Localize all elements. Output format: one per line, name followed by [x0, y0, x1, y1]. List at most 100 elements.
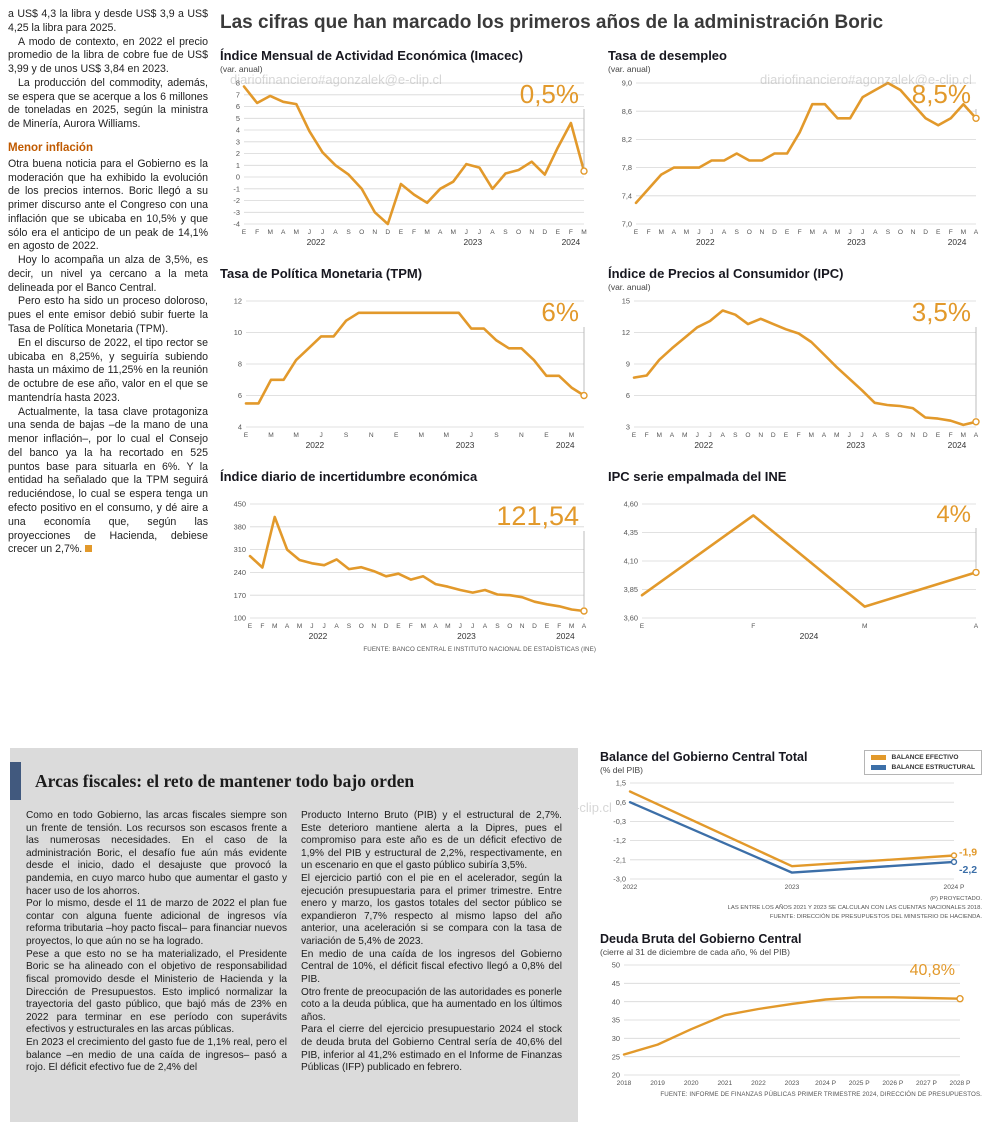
svg-text:M: M: [444, 432, 450, 439]
svg-text:S: S: [346, 229, 351, 236]
svg-text:E: E: [545, 623, 550, 630]
svg-text:J: J: [478, 229, 481, 236]
svg-text:J: J: [848, 432, 851, 439]
ipc-empalmada-line-chart: 4,60 4,35 4,10 3,85 3,60E F M A 2024 4%: [624, 500, 980, 641]
svg-text:-0,3: -0,3: [613, 817, 626, 826]
svg-text:0,6: 0,6: [616, 798, 626, 807]
svg-text:M: M: [268, 432, 274, 439]
legend-item-efectivo: BALANCE EFECTIVO: [871, 754, 975, 761]
svg-text:7,4: 7,4: [622, 191, 632, 200]
page-title: Las cifras que han marcado los primeros …: [220, 12, 884, 33]
svg-text:A: A: [285, 623, 290, 630]
svg-text:E: E: [784, 432, 789, 439]
svg-text:M: M: [569, 623, 575, 630]
top-section: a US$ 4,3 la libra y desde US$ 3,9 a US$…: [8, 8, 980, 653]
svg-text:M: M: [419, 432, 425, 439]
svg-text:S: S: [885, 432, 890, 439]
svg-text:M: M: [682, 432, 688, 439]
svg-text:A: A: [490, 229, 495, 236]
svg-text:J: J: [310, 623, 313, 630]
svg-text:N: N: [910, 432, 915, 439]
svg-text:O: O: [897, 432, 902, 439]
svg-text:2023: 2023: [785, 884, 800, 891]
svg-text:J: J: [465, 229, 468, 236]
fiscal-article-box: Arcas fiscales: el reto de mantener todo…: [10, 748, 578, 1122]
svg-text:F: F: [798, 229, 802, 236]
svg-text:E: E: [640, 623, 645, 630]
article-paragraph: El ejercicio partió con el pie en el ace…: [301, 873, 562, 948]
bottom-charts: Balance del Gobierno Central Total (% de…: [600, 748, 982, 1122]
svg-text:N: N: [520, 623, 525, 630]
svg-text:2027 P: 2027 P: [916, 1080, 938, 1087]
svg-text:30: 30: [612, 1033, 620, 1042]
svg-text:E: E: [785, 229, 790, 236]
svg-text:M: M: [424, 229, 430, 236]
chart-title: Tasa de desempleo: [608, 48, 727, 63]
svg-text:-1,9: -1,9: [959, 847, 977, 859]
svg-text:A: A: [720, 432, 725, 439]
svg-text:M: M: [657, 432, 663, 439]
svg-text:4,35: 4,35: [624, 528, 638, 537]
svg-text:N: N: [758, 432, 763, 439]
svg-text:6: 6: [236, 102, 240, 111]
svg-text:20: 20: [612, 1070, 620, 1079]
chart-subtitle: [220, 485, 596, 496]
svg-text:A: A: [433, 623, 438, 630]
svg-text:2021: 2021: [717, 1080, 732, 1087]
chart-title: Índice de Precios al Consumidor (IPC): [608, 266, 844, 281]
svg-text:A: A: [333, 229, 338, 236]
svg-text:2024: 2024: [948, 440, 967, 450]
title-accent-bar: [10, 762, 21, 800]
svg-text:4: 4: [238, 423, 242, 432]
svg-text:M: M: [581, 229, 587, 236]
svg-text:-1: -1: [233, 184, 240, 193]
svg-text:3,85: 3,85: [624, 585, 638, 594]
article-paragraph: Para el cierre del ejercicio presupuesta…: [301, 1024, 562, 1074]
svg-text:J: J: [321, 229, 324, 236]
svg-text:E: E: [556, 229, 561, 236]
svg-text:7,8: 7,8: [622, 163, 632, 172]
svg-text:7: 7: [236, 90, 240, 99]
article-paragraph: A modo de contexto, en 2022 el precio pr…: [8, 35, 208, 76]
svg-text:J: J: [471, 623, 474, 630]
svg-text:M: M: [569, 432, 575, 439]
svg-text:2022: 2022: [694, 440, 713, 450]
svg-text:J: J: [860, 432, 863, 439]
chart-card-incertidumbre: Índice diario de incertidumbre económica…: [220, 469, 596, 653]
svg-text:2024: 2024: [562, 237, 581, 247]
svg-text:M: M: [658, 229, 664, 236]
chart-card-deuda: Deuda Bruta del Gobierno Central (cierre…: [600, 932, 982, 1098]
svg-text:A: A: [974, 229, 979, 236]
svg-text:A: A: [672, 229, 677, 236]
svg-text:E: E: [936, 432, 941, 439]
svg-text:D: D: [771, 432, 776, 439]
svg-text:A: A: [823, 229, 828, 236]
legend-item-estructural: BALANCE ESTRUCTURAL: [871, 764, 975, 771]
chart-subtitle: [220, 282, 596, 293]
svg-text:40: 40: [612, 997, 620, 1006]
svg-text:2024 P: 2024 P: [815, 1080, 837, 1087]
chart-title: Índice Mensual de Actividad Económica (I…: [220, 48, 523, 63]
svg-text:J: J: [696, 432, 699, 439]
svg-text:3: 3: [236, 137, 240, 146]
svg-text:N: N: [371, 623, 376, 630]
svg-text:8,2: 8,2: [622, 135, 632, 144]
svg-text:A: A: [974, 623, 979, 630]
svg-text:D: D: [542, 229, 547, 236]
svg-text:100: 100: [234, 614, 246, 623]
svg-text:O: O: [745, 432, 750, 439]
svg-text:50: 50: [612, 960, 620, 969]
svg-text:2028 P: 2028 P: [950, 1080, 972, 1087]
svg-text:D: D: [532, 623, 537, 630]
fiscal-column-1: Como en todo Gobierno, las arcas fiscale…: [26, 810, 287, 1075]
svg-text:2018: 2018: [617, 1080, 632, 1087]
svg-text:6: 6: [626, 391, 630, 400]
svg-text:2: 2: [236, 149, 240, 158]
svg-text:M: M: [684, 229, 690, 236]
svg-text:D: D: [923, 229, 928, 236]
svg-text:F: F: [260, 623, 264, 630]
desempleo-line-chart: 9,08,68,27,87,47,0E F M A M J J A S O N D E F M A M J J A S O…: [622, 79, 980, 247]
svg-text:2024 P: 2024 P: [944, 884, 966, 891]
